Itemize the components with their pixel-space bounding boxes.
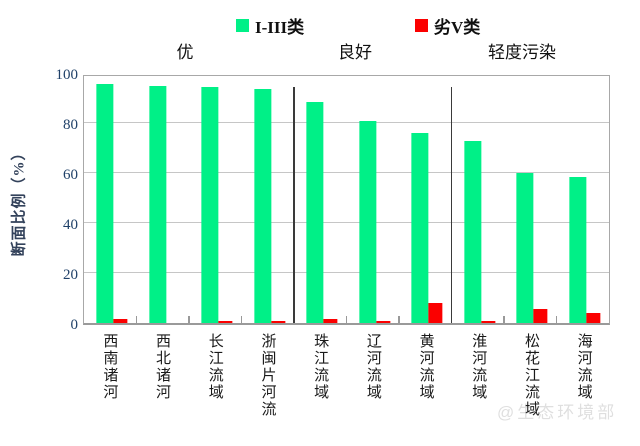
x-label-slot: 淮河流域 bbox=[452, 333, 505, 418]
x-axis-label: 松花江流域 bbox=[522, 333, 539, 418]
x-axis-label: 辽河流域 bbox=[364, 333, 381, 401]
y-tick-label: 60 bbox=[63, 167, 78, 183]
bar-inferior-v-5 bbox=[323, 319, 338, 323]
x-axis-label: 珠江流域 bbox=[312, 333, 329, 401]
category-slot bbox=[189, 76, 242, 323]
section-label-excellent: 优 bbox=[176, 43, 194, 62]
category-slot bbox=[557, 76, 610, 323]
bar-class-1-3-4 bbox=[254, 89, 272, 323]
bar-inferior-v-7 bbox=[428, 303, 443, 323]
section-label-light-pollution: 轻度污染 bbox=[488, 43, 556, 62]
x-label-slot: 长江流域 bbox=[188, 333, 241, 418]
x-axis-label: 西南诸河 bbox=[101, 333, 118, 401]
bar-class-1-3-7 bbox=[411, 133, 429, 323]
x-label-slot: 黄河流域 bbox=[399, 333, 452, 418]
bar-inferior-v-10 bbox=[586, 313, 601, 323]
x-axis-label: 长江流域 bbox=[206, 333, 223, 401]
bar-inferior-v-3 bbox=[218, 320, 233, 323]
x-axis-label: 海河流域 bbox=[575, 333, 592, 401]
bar-pair bbox=[359, 120, 391, 323]
bar-pair bbox=[464, 140, 496, 323]
y-tick-label: 0 bbox=[70, 317, 79, 333]
bar-pair bbox=[306, 101, 338, 323]
y-tick-label: 20 bbox=[63, 267, 78, 283]
category-slot bbox=[452, 76, 505, 323]
plot-area bbox=[83, 75, 610, 325]
x-axis-label: 浙闽片河流 bbox=[259, 333, 276, 418]
bar-pair bbox=[96, 84, 128, 323]
bar-pair bbox=[411, 133, 443, 323]
boundary-tick bbox=[240, 316, 242, 323]
y-axis-title: 断面比例（%） bbox=[11, 144, 28, 257]
bar-inferior-v-8 bbox=[481, 320, 496, 323]
category-slot bbox=[347, 76, 400, 323]
x-label-slot: 西北诸河 bbox=[136, 333, 189, 418]
x-label-slot: 辽河流域 bbox=[347, 333, 400, 418]
boundary-tick bbox=[555, 316, 557, 323]
category-slot bbox=[504, 76, 557, 323]
section-divider bbox=[293, 87, 295, 323]
boundary-tick bbox=[398, 316, 400, 323]
y-tick-label: 80 bbox=[63, 117, 78, 133]
legend-swatch-green bbox=[236, 18, 249, 32]
category-slot bbox=[294, 76, 347, 323]
y-tick-label: 40 bbox=[63, 217, 78, 233]
bar-class-1-3-3 bbox=[201, 86, 219, 323]
category-slot bbox=[137, 76, 190, 323]
legend-item-class-1-3: I-III类 bbox=[236, 16, 304, 37]
category-slot bbox=[399, 76, 452, 323]
bar-pair bbox=[569, 176, 601, 323]
watermark: @生态环境部 bbox=[497, 403, 618, 422]
bar-pair bbox=[516, 173, 548, 323]
gridline bbox=[84, 172, 609, 173]
bar-inferior-v-4 bbox=[271, 320, 286, 323]
x-label-slot: 珠江流域 bbox=[294, 333, 347, 418]
bar-pair bbox=[149, 85, 180, 323]
bar-inferior-v-9 bbox=[533, 309, 548, 323]
bar-pair bbox=[254, 89, 286, 323]
section-divider bbox=[450, 87, 452, 323]
legend-label-inferior-v: 劣V类 bbox=[434, 17, 481, 37]
legend-label-class-1-3: I-III类 bbox=[255, 17, 305, 37]
bar-class-1-3-5 bbox=[306, 101, 324, 323]
bar-inferior-v-1 bbox=[113, 319, 128, 323]
x-axis-label: 黄河流域 bbox=[417, 333, 434, 401]
section-label-good: 良好 bbox=[338, 43, 372, 62]
x-label-slot: 海河流域 bbox=[557, 333, 610, 418]
bar-class-1-3-1 bbox=[96, 84, 114, 323]
bar-pair bbox=[201, 86, 233, 323]
legend-swatch-red bbox=[415, 18, 428, 32]
legend-item-inferior-v: 劣V类 bbox=[415, 16, 480, 37]
gridline bbox=[84, 222, 609, 223]
x-axis-label: 淮河流域 bbox=[470, 333, 487, 401]
category-slot bbox=[242, 76, 295, 323]
bar-class-1-3-10 bbox=[569, 176, 587, 323]
y-tick-label: 100 bbox=[55, 67, 79, 83]
gridline bbox=[84, 272, 609, 273]
bar-inferior-v-6 bbox=[376, 320, 391, 323]
boundary-tick bbox=[135, 316, 137, 323]
x-label-slot: 松花江流域 bbox=[505, 333, 558, 418]
boundary-tick bbox=[503, 316, 505, 323]
bar-class-1-3-8 bbox=[464, 140, 482, 323]
x-label-slot: 西南诸河 bbox=[83, 333, 136, 418]
bar-class-1-3-9 bbox=[516, 173, 534, 323]
boundary-tick bbox=[188, 316, 190, 323]
x-label-slot: 浙闽片河流 bbox=[241, 333, 294, 418]
bar-class-1-3-6 bbox=[359, 120, 377, 323]
bar-class-1-3-2 bbox=[149, 85, 167, 323]
x-axis-label: 西北诸河 bbox=[154, 333, 171, 401]
boundary-tick bbox=[345, 316, 347, 323]
category-slot bbox=[84, 76, 137, 323]
bars-row bbox=[84, 76, 609, 323]
gridline bbox=[84, 122, 609, 123]
x-axis-labels: 西南诸河 西北诸河 长江流域 浙闽片河流 珠江流域 辽河流域 黄河流域 淮河流域 松花江流域 海河… bbox=[83, 333, 610, 418]
